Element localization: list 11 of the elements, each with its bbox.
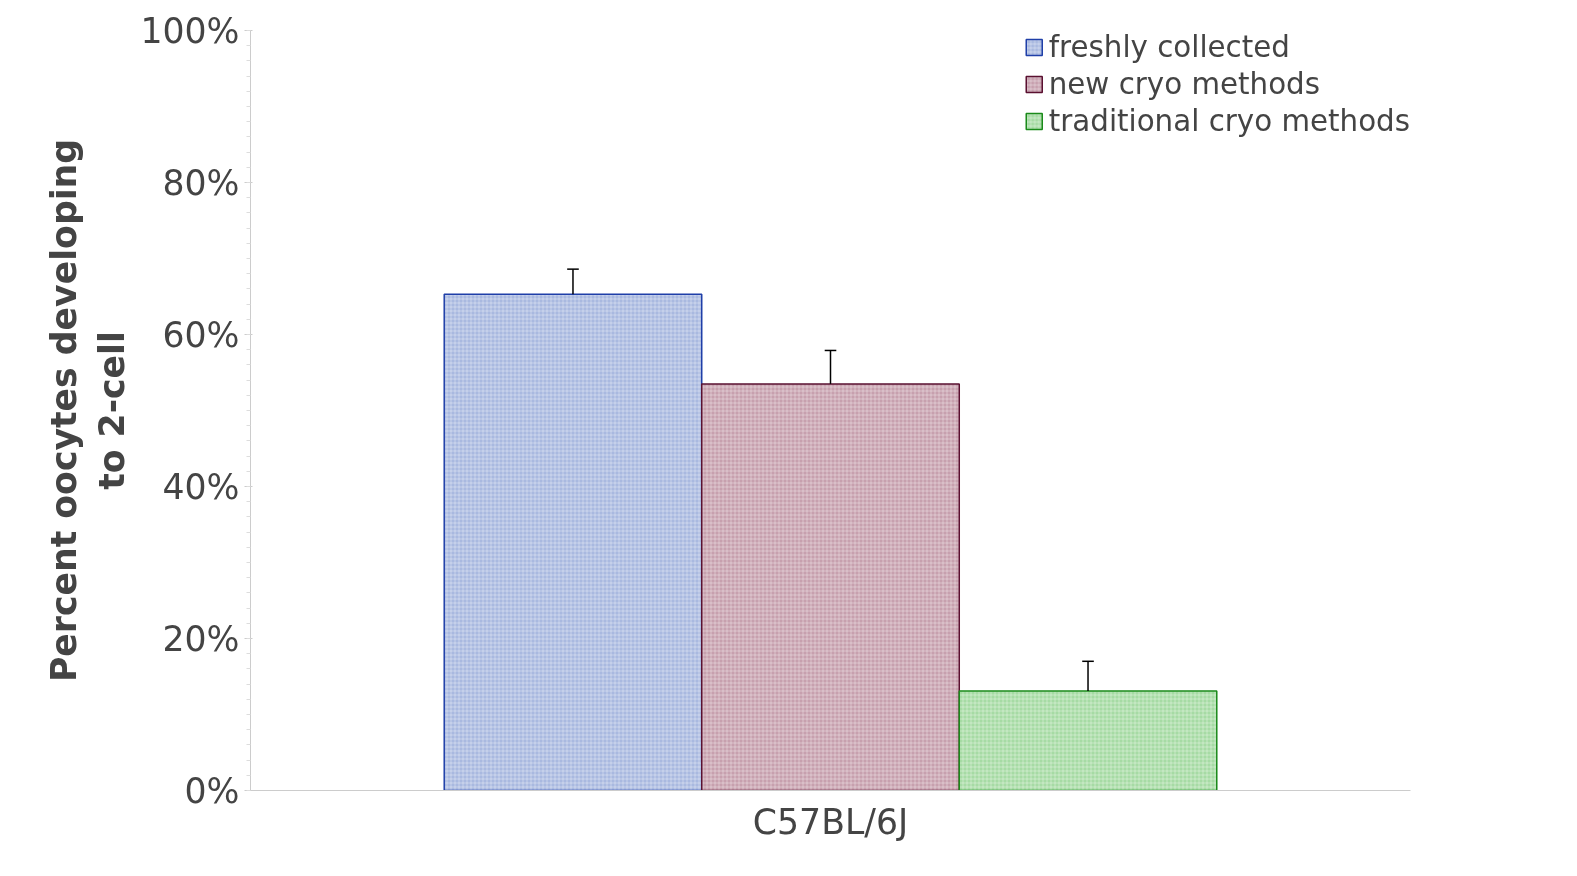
y-tick-label: 20% <box>162 618 240 659</box>
y-tick-label: 60% <box>162 314 240 355</box>
legend-label: freshly collected <box>1048 30 1290 64</box>
y-tick-label: 80% <box>162 162 240 203</box>
y-tick-label: 0% <box>184 770 240 811</box>
legend-label: new cryo methods <box>1048 67 1321 101</box>
x-tick-label: C57BL/6J <box>752 801 909 842</box>
legend-label: traditional cryo methods <box>1048 104 1410 138</box>
y-tick-label: 100% <box>140 10 240 51</box>
y-tick-label: 40% <box>162 466 240 507</box>
y-axis-title: Percent oocytes developing to 2-cell <box>44 138 133 683</box>
